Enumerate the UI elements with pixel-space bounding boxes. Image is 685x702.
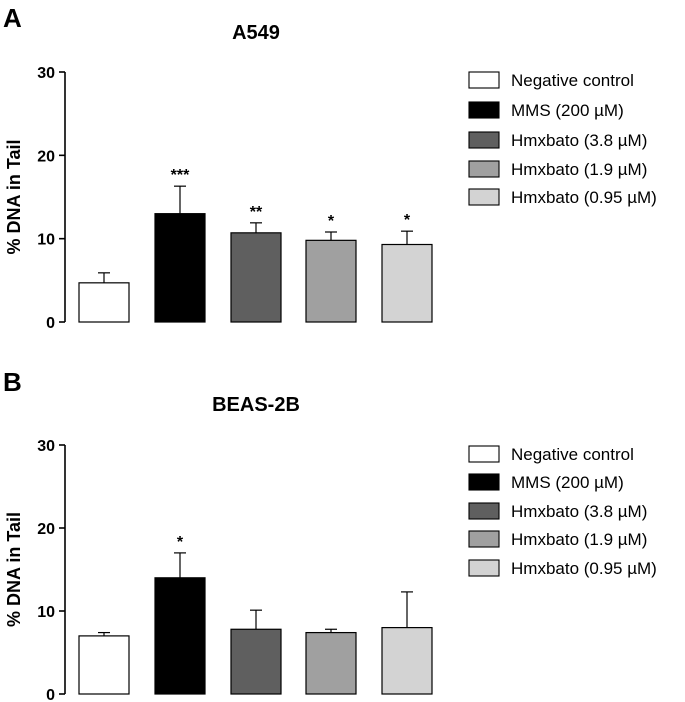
legend-label: Negative control (511, 71, 634, 90)
legend-swatch (468, 502, 500, 520)
significance-label: ** (250, 204, 263, 221)
significance-label: *** (171, 167, 190, 184)
legend-swatch (468, 473, 500, 491)
legend-label: Hmxbato (3.8 µM) (511, 131, 647, 150)
bar (381, 626, 433, 695)
y-tick-label: 10 (37, 604, 55, 621)
y-tick-label: 0 (46, 315, 55, 332)
legend-label: Negative control (511, 445, 634, 464)
legend-swatch (468, 530, 500, 548)
legend-swatch (468, 559, 500, 577)
legend-label: MMS (200 µM) (511, 101, 624, 120)
bar (381, 243, 433, 323)
y-axis-label: % DNA in Tail (4, 512, 24, 627)
panel-letter: B (3, 367, 22, 397)
y-tick-label: 30 (37, 438, 55, 455)
legend-label: Hmxbato (0.95 µM) (511, 188, 657, 207)
legend-label: Hmxbato (1.9 µM) (511, 160, 647, 179)
bar (305, 239, 357, 323)
legend-swatch (468, 71, 500, 89)
y-axis-label: % DNA in Tail (4, 139, 24, 254)
y-tick-label: 10 (37, 232, 55, 249)
y-tick-label: 30 (37, 65, 55, 82)
bar (305, 631, 357, 695)
chart-title: A549 (232, 22, 280, 44)
legend-swatch (468, 445, 500, 463)
y-tick-label: 20 (37, 521, 55, 538)
bar (78, 282, 130, 323)
bar (154, 213, 206, 323)
legend-swatch (468, 131, 500, 149)
legend-swatch (468, 101, 500, 119)
bar (154, 577, 206, 695)
panel-b: B BEAS-2B % DNA in Tail 0 10 20 30 * Negative co… (3, 367, 657, 702)
chart-title: BEAS-2B (212, 394, 300, 416)
bar (78, 635, 130, 695)
bar (230, 628, 282, 695)
legend-swatch (468, 160, 500, 178)
significance-label: * (328, 213, 335, 230)
significance-label: * (404, 212, 411, 229)
significance-label: * (177, 534, 184, 551)
legend-label: Hmxbato (1.9 µM) (511, 530, 647, 549)
bar (230, 232, 282, 323)
panel-letter: A (3, 3, 22, 33)
y-tick-label: 0 (46, 687, 55, 702)
legend-label: MMS (200 µM) (511, 473, 624, 492)
legend-label: Hmxbato (3.8 µM) (511, 502, 647, 521)
legend-label: Hmxbato (0.95 µM) (511, 559, 657, 578)
legend-swatch (468, 188, 500, 206)
y-tick-label: 20 (37, 148, 55, 165)
